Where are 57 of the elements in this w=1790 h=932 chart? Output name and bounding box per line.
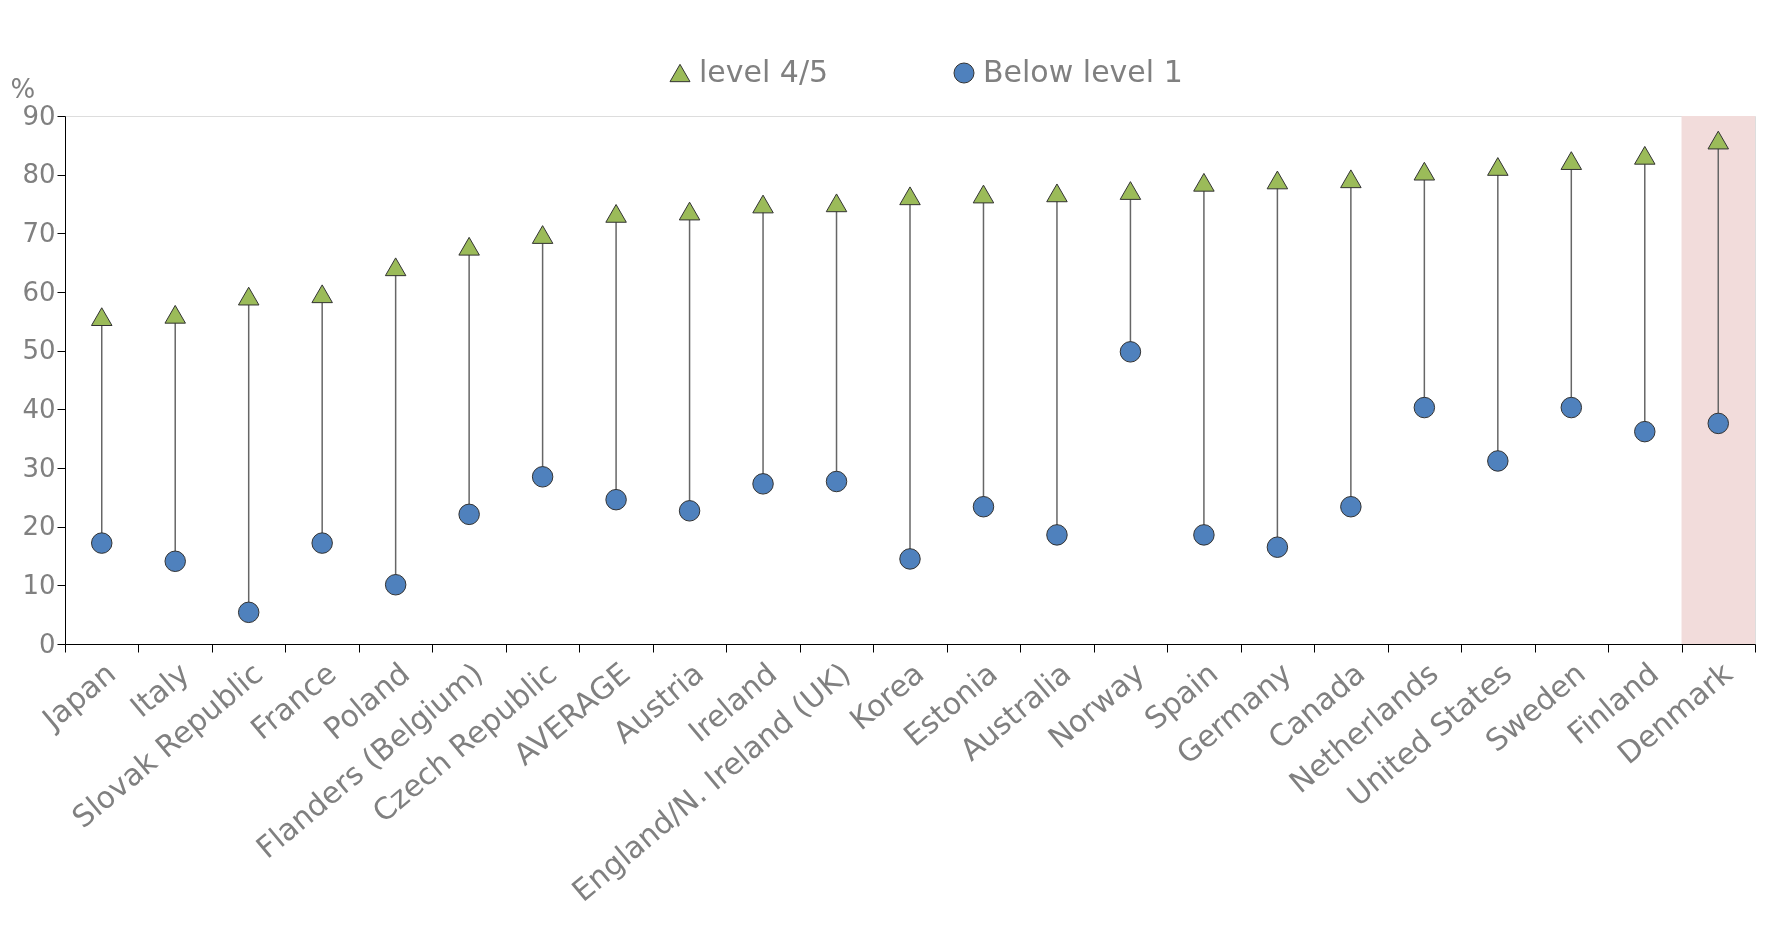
point [1046, 183, 1068, 203]
point [1119, 181, 1142, 200]
point [825, 193, 848, 213]
point [899, 548, 921, 570]
point [458, 503, 480, 526]
point [1634, 145, 1656, 165]
y-tick-label: 10 [22, 569, 56, 600]
point [1560, 396, 1583, 419]
point [972, 184, 995, 204]
point [678, 201, 701, 221]
point [384, 574, 407, 596]
point [678, 500, 701, 522]
y-tick-label: 30 [22, 452, 56, 483]
point [164, 304, 186, 324]
legend-label: Below level 1 [983, 54, 1183, 89]
point [1340, 169, 1362, 189]
point [237, 286, 260, 306]
point [1266, 170, 1289, 190]
point [1266, 536, 1289, 558]
point [1634, 420, 1656, 443]
point [237, 601, 260, 624]
point [605, 488, 627, 511]
point [311, 532, 333, 554]
point [1487, 450, 1509, 472]
point [1707, 130, 1730, 150]
point [90, 307, 113, 327]
y-tick-label: 20 [22, 511, 56, 542]
point [899, 186, 921, 206]
point [1487, 157, 1509, 176]
point [164, 550, 186, 573]
point [1413, 396, 1436, 419]
point [605, 204, 627, 223]
point [1560, 151, 1583, 170]
point [1193, 524, 1215, 546]
point [1340, 495, 1362, 518]
y-tick-label: 0 [38, 628, 56, 659]
y-tick-label: 40 [22, 393, 56, 424]
point [531, 225, 554, 244]
point [1707, 412, 1730, 435]
point [1193, 172, 1215, 192]
y-tick-label: 80 [22, 159, 56, 190]
point [458, 236, 480, 256]
point [1413, 161, 1436, 181]
point [384, 257, 407, 277]
point [972, 495, 995, 518]
legend-label: level 4/5 [699, 54, 829, 89]
point [531, 466, 554, 488]
point [752, 473, 774, 495]
point [752, 194, 774, 214]
point [90, 532, 113, 554]
point [1046, 524, 1068, 546]
y-tick-label: 50 [22, 335, 56, 366]
y-tick-label: 60 [22, 276, 56, 307]
point [311, 284, 333, 304]
y-tick-label: 70 [22, 217, 56, 248]
point [1119, 341, 1142, 363]
point [825, 470, 848, 493]
